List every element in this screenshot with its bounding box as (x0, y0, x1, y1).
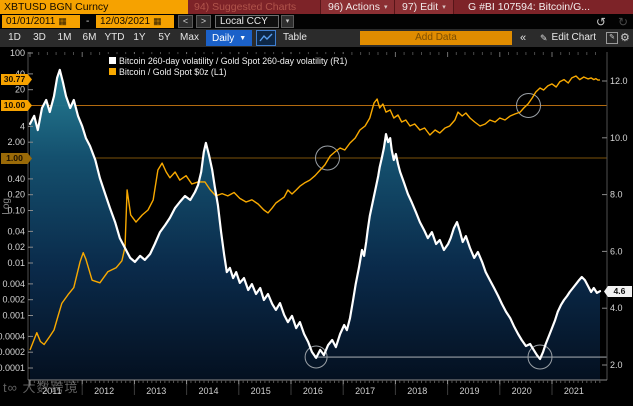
x-axis-year-label: 2011 (42, 386, 61, 396)
annotation-circle-2[interactable] (516, 93, 541, 118)
chart-title: G #BI 107594: Bitcoin/G... (468, 1, 590, 13)
end-date-value: 12/03/2021 (100, 16, 151, 27)
left-axis-tick-label: 2.00 (7, 137, 25, 147)
period-button-3d[interactable]: 3D (33, 32, 46, 43)
end-date-field[interactable]: 12/03/2021 ▦ (96, 15, 174, 28)
annotation-circle-1[interactable] (315, 145, 340, 171)
left-axis-tick-label: 0.02 (7, 242, 25, 252)
left-axis-tick-label: 0.0004 (0, 331, 25, 341)
left-axis-tick-label: 0.004 (2, 279, 25, 289)
x-axis-year-label: 2015 (251, 386, 271, 396)
title-bar: XBTUSD BGN Curncy 94) Suggested Charts 9… (0, 0, 633, 14)
right-axis-tick-label: 8.0 (610, 190, 623, 200)
next-range-button[interactable]: > (196, 15, 211, 28)
left-axis-tick-label: 0.10 (7, 206, 25, 216)
frequency-select[interactable]: Daily ▼ (206, 30, 253, 46)
redo-icon[interactable]: ↻ (617, 14, 628, 29)
legend-item: Bitcoin / Gold Spot $0z (L1) (109, 66, 347, 77)
start-date-field[interactable]: 01/01/2011 ▦ (2, 15, 80, 28)
annotation-circle-3[interactable] (304, 345, 328, 369)
caret-down-icon: ▾ (285, 18, 290, 25)
ticker-field[interactable]: XBTUSD BGN Curncy (0, 0, 188, 14)
pencil-icon: ✎ (540, 33, 548, 43)
right-axis-tick-label: 4.0 (610, 303, 623, 313)
x-axis-year-label: 2013 (146, 386, 166, 396)
menu-actions-label: 96) Actions (328, 1, 380, 13)
watermark: t∞ 大数跨境 (3, 380, 79, 395)
calendar-icon: ▦ (58, 16, 67, 26)
prev-range-button[interactable]: < (178, 15, 193, 28)
left-axis-tick-label: 100 (10, 48, 25, 58)
left-axis-tick-label: 0.04 (7, 226, 25, 236)
period-button-1y[interactable]: 1Y (133, 32, 146, 43)
x-axis-year-label: 2012 (94, 386, 114, 396)
caret-down-icon: ▾ (383, 4, 388, 11)
frequency-label: Daily (212, 32, 235, 44)
add-data-input[interactable]: Add Data (360, 31, 512, 45)
left-axis-tick-label: 20 (15, 85, 25, 95)
start-date-value: 01/01/2011 (6, 16, 56, 27)
menu-edit-label: 97) Edit (402, 1, 439, 13)
right-axis-tick-label: 12.0 (610, 76, 628, 86)
left-axis-tick-label: 0.0002 (0, 347, 25, 357)
right-axis-tick-label: 2.0 (610, 360, 623, 370)
period-buttons: 1D 3D 1M 6M YTD 1Y 5Y Max (2, 29, 202, 47)
collapse-panel-button[interactable]: « (520, 32, 527, 44)
x-axis-year-label: 2019 (459, 386, 479, 396)
left-axis-tick-label: 0.40 (7, 174, 25, 184)
calendar-icon: ▦ (153, 16, 162, 26)
x-axis-year-label: 2018 (407, 386, 427, 396)
legend-label: Bitcoin / Gold Spot $0z (L1) (119, 66, 227, 77)
menu-actions[interactable]: 96) Actions ▾ (320, 0, 396, 14)
left-axis-tick-label: 0.002 (2, 295, 25, 305)
period-button-1m[interactable]: 1M (57, 32, 72, 43)
right-axis-tick-label: 10.0 (610, 133, 628, 143)
left-axis-tick-label: 40 (15, 69, 25, 79)
right-axis-tick-label: 6.0 (610, 246, 623, 256)
left-axis-tick-label: 0.001 (2, 311, 25, 321)
volatility-area-fill (30, 69, 600, 381)
chart-type-button[interactable] (256, 30, 276, 46)
period-button-max[interactable]: Max (180, 32, 199, 43)
period-button-ytd[interactable]: YTD (104, 32, 125, 43)
caret-down-icon: ▾ (442, 4, 446, 11)
x-axis-year-label: 2021 (564, 386, 584, 396)
chart-toolbar: 1D 3D 1M 6M YTD 1Y 5Y Max Daily ▼ Table Add Data… (0, 29, 633, 47)
left-axis-tick-label: 0.20 (7, 190, 25, 200)
triangle-down-icon: ▼ (239, 34, 247, 42)
left-axis-tick-label: 0.0001 (0, 363, 25, 373)
period-button-6m[interactable]: 6M (82, 32, 97, 43)
orange-series-swatch (109, 68, 116, 75)
gear-icon[interactable]: ⚙ (620, 32, 630, 44)
annotate-icon[interactable]: ✎ (606, 32, 618, 44)
currency-dropdown-button[interactable]: ▾ (281, 15, 294, 28)
period-button-1d[interactable]: 1D (8, 32, 21, 43)
menu-edit[interactable]: 97) Edit ▾ (394, 0, 454, 14)
table-button[interactable]: Table (283, 32, 307, 43)
left-axis-tick-label: 0.01 (7, 258, 25, 268)
left-axis-tick-label: 4 (20, 121, 25, 131)
x-axis-year-label: 2017 (355, 386, 375, 396)
menu-suggested-charts[interactable]: 94) Suggested Charts (194, 1, 297, 13)
date-range-bar: 01/01/2011 ▦ - 12/03/2021 ▦ < > Local CCY … (0, 14, 633, 29)
period-button-5y[interactable]: 5Y (158, 32, 171, 43)
legend-label: Bitcoin 260-day volatility / Gold Spot 2… (119, 55, 348, 66)
undo-redo-group: ↺ ↻ (596, 14, 628, 29)
currency-select[interactable]: Local CCY (215, 15, 279, 28)
volatility-ratio-series-line (28, 68, 602, 361)
annotation-circle-4[interactable] (527, 344, 553, 370)
btc-gold-series-line (29, 75, 601, 351)
edit-chart-button[interactable]: ✎ Edit Chart (540, 29, 596, 47)
log-scale-label: Log (1, 198, 12, 215)
date-range-separator: - (86, 16, 90, 27)
x-axis-year-label: 2016 (303, 386, 323, 396)
white-series-swatch (109, 57, 116, 64)
legend-item: Bitcoin 260-day volatility / Gold Spot 2… (109, 55, 347, 66)
x-axis-year-label: 2020 (512, 386, 532, 396)
line-chart-icon (259, 33, 273, 42)
x-axis-year-label: 2014 (198, 386, 218, 396)
undo-icon[interactable]: ↺ (595, 14, 606, 29)
chart-legend: Bitcoin 260-day volatility / Gold Spot 2… (106, 54, 351, 78)
edit-chart-label: Edit Chart (551, 32, 597, 43)
